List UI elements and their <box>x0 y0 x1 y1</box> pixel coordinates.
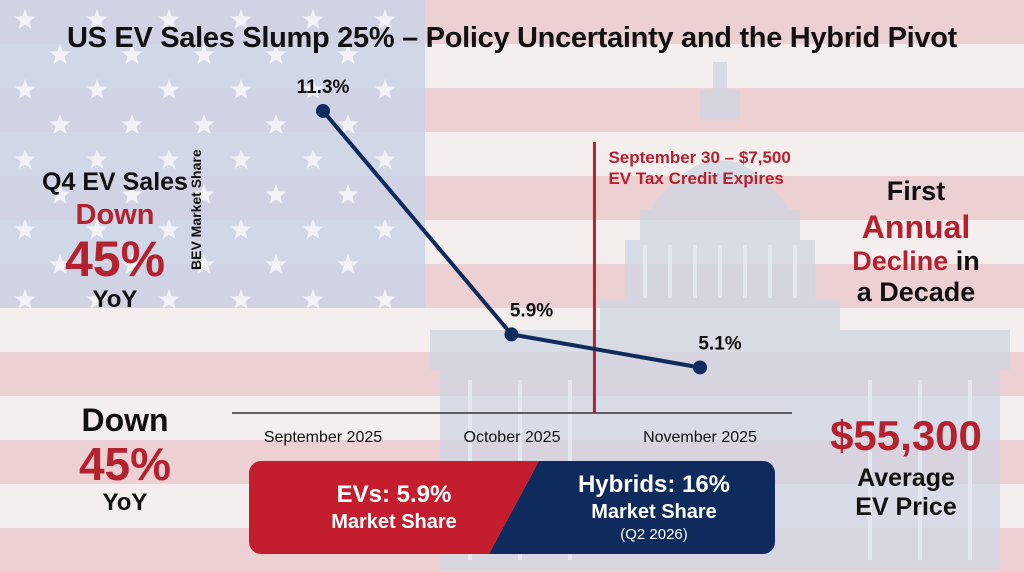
flag-star <box>302 219 324 239</box>
flag-star <box>158 219 180 239</box>
flag-star <box>86 219 108 239</box>
hybrids-share: Hybrids: 16% Market Share (Q2 2026) <box>544 471 764 543</box>
flag-star <box>193 44 215 64</box>
hybrids-share-note: (Q2 2026) <box>620 526 688 543</box>
x-tick-label: September 2025 <box>264 429 382 446</box>
q4-yoy-label: YoY <box>92 286 138 313</box>
first-label: First <box>886 176 946 206</box>
flag-star <box>14 9 36 29</box>
q4-percent: 45% <box>64 231 166 287</box>
flag-star <box>14 149 36 169</box>
flag-star <box>265 114 287 134</box>
q4-sales-stat: Q4 EV Sales Down 45% YoY <box>20 168 210 314</box>
down-stat: Down 45% YoY <box>30 402 220 517</box>
flag-star <box>337 254 359 274</box>
down-percent: 45% <box>78 438 172 490</box>
flag-stars <box>14 9 396 309</box>
flag-star <box>49 254 71 274</box>
flag-star <box>302 289 324 309</box>
flag-star <box>337 44 359 64</box>
flag-star <box>374 289 396 309</box>
flag-star <box>374 9 396 29</box>
flag-star <box>230 79 252 99</box>
avg-price-value: $55,300 <box>830 412 982 459</box>
avg-price-label-1: Average <box>857 464 955 492</box>
page-title: US EV Sales Slump 25% – Policy Uncertain… <box>66 22 958 54</box>
avg-price-stat: $55,300 Average EV Price <box>806 412 1006 522</box>
down-yoy-label: YoY <box>102 489 148 516</box>
flag-star <box>14 289 36 309</box>
flag-star <box>265 44 287 64</box>
flag-star <box>374 79 396 99</box>
flag-star <box>158 79 180 99</box>
flag-star <box>337 184 359 204</box>
flag-star <box>302 9 324 29</box>
flag-star <box>121 44 143 64</box>
flag-star <box>265 254 287 274</box>
flag-star <box>121 114 143 134</box>
flag-star <box>49 114 71 134</box>
flag-star <box>49 44 71 64</box>
flag-star <box>374 219 396 239</box>
flag-star <box>86 9 108 29</box>
tax-credit-annotation-2: EV Tax Credit Expires <box>608 169 783 188</box>
flag-star <box>86 149 108 169</box>
evs-share: EVs: 5.9% Market Share <box>279 481 509 534</box>
data-point <box>693 360 707 375</box>
flag-star <box>193 114 215 134</box>
decade-label: a Decade <box>856 277 976 307</box>
decline-line: Decline in <box>826 246 1006 277</box>
flag-star <box>14 219 36 239</box>
data-label: 11.3% <box>297 77 350 98</box>
avg-price-label-2: EV Price <box>855 493 957 521</box>
flag-star <box>302 149 324 169</box>
flag-star <box>193 184 215 204</box>
flag-canton <box>0 0 425 308</box>
flag-star <box>230 9 252 29</box>
data-label: 5.9% <box>510 300 553 321</box>
evs-share-value: EVs: 5.9% <box>336 481 452 508</box>
flag-star <box>158 149 180 169</box>
annual-decline-stat: First Annual Decline in a Decade <box>826 176 1006 308</box>
x-tick-label: October 2025 <box>464 429 561 446</box>
x-tick-label: November 2025 <box>643 429 757 446</box>
down-label: Down <box>81 402 169 438</box>
annual-label: Annual <box>861 209 971 245</box>
q4-down-label: Down <box>75 199 155 231</box>
flag-star <box>121 254 143 274</box>
evs-panel <box>249 461 539 554</box>
market-share-banner: EVs: 5.9% Market Share Hybrids: 16% Mark… <box>249 461 775 554</box>
flag-star <box>193 254 215 274</box>
flag-star <box>337 114 359 134</box>
flag-star <box>265 184 287 204</box>
flag-star <box>230 149 252 169</box>
flag-star <box>49 184 71 204</box>
flag-star <box>374 149 396 169</box>
flag-star <box>302 79 324 99</box>
in-label: in <box>948 246 980 276</box>
flag-star <box>230 219 252 239</box>
tax-credit-annotation-1: September 30 – $7,500 <box>608 148 790 167</box>
flag-star <box>14 79 36 99</box>
decline-label: Decline <box>852 246 949 276</box>
evs-share-label: Market Share <box>331 511 457 533</box>
hybrids-share-label: Market Share <box>591 501 717 523</box>
flag-star <box>230 289 252 309</box>
flag-star <box>86 79 108 99</box>
data-label: 5.1% <box>698 333 741 354</box>
q4-sales-label: Q4 EV Sales <box>42 168 188 196</box>
hybrids-panel <box>489 461 775 554</box>
flag-star <box>86 289 108 309</box>
flag-star <box>121 184 143 204</box>
y-axis-label: BEV Market Share <box>188 149 204 270</box>
flag-star <box>158 289 180 309</box>
flag-star <box>158 9 180 29</box>
hybrids-share-value: Hybrids: 16% <box>577 471 731 498</box>
data-point <box>504 327 519 342</box>
data-point <box>316 103 330 118</box>
